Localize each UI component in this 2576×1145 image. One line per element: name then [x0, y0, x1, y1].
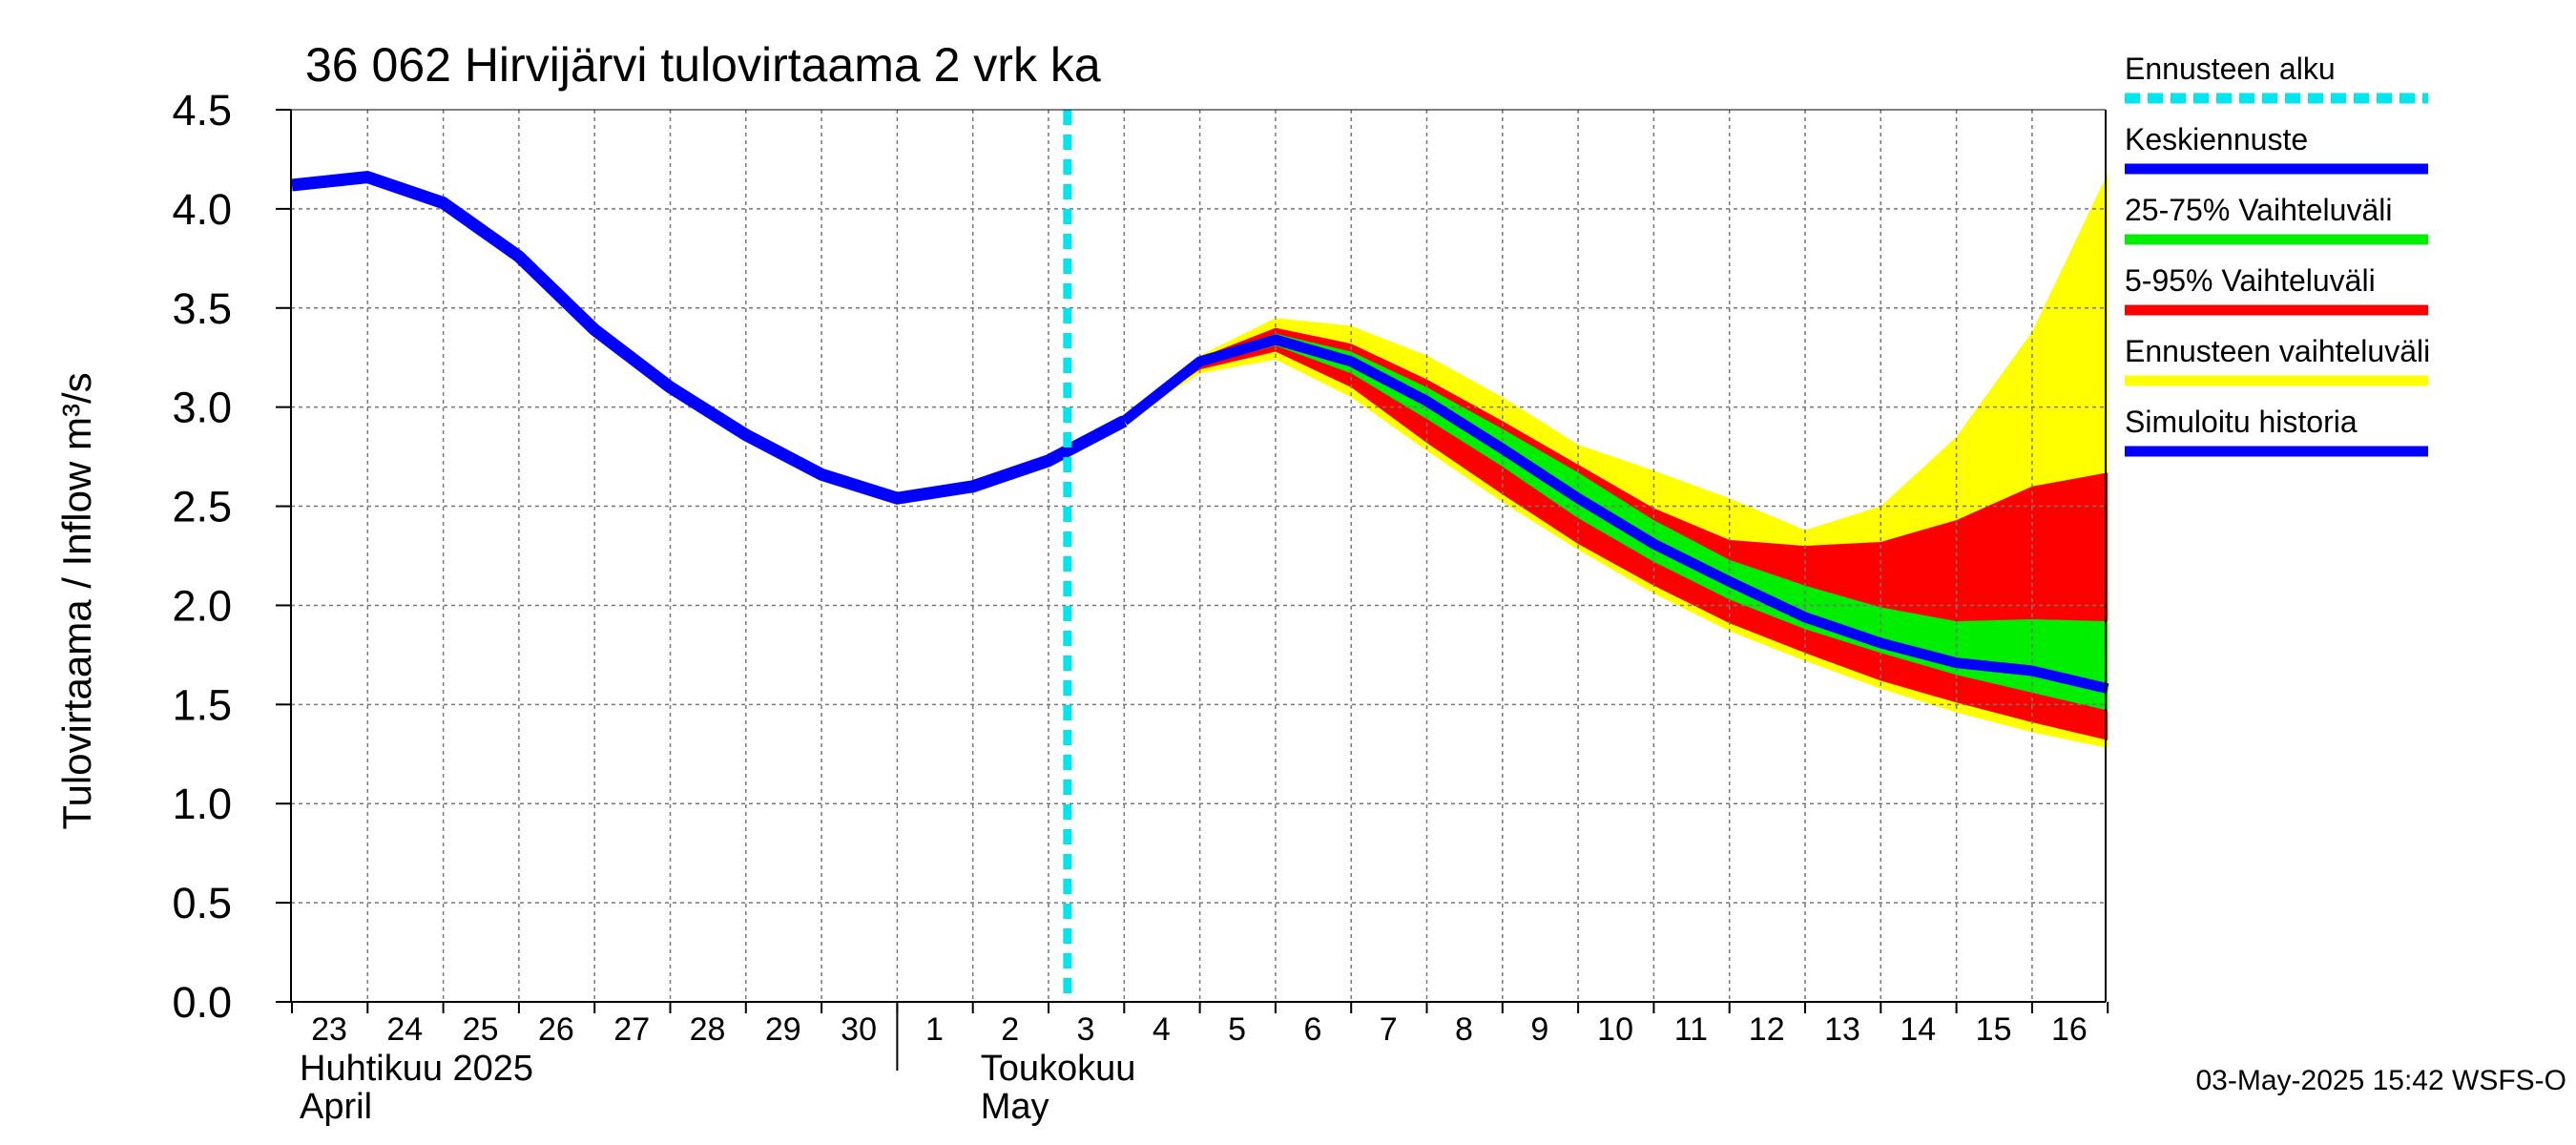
x-tick-label: 13	[1824, 1011, 1860, 1048]
y-tick-label: 0.5	[172, 879, 232, 927]
x-tick-label: 10	[1597, 1011, 1633, 1048]
x-tick-label: 26	[538, 1011, 574, 1048]
month-label-finnish: Toukokuu	[981, 1049, 1136, 1089]
x-tick-label: 25	[463, 1011, 499, 1048]
month-label-finnish: Huhtikuu 2025	[300, 1049, 533, 1089]
y-tick-label: 3.5	[172, 284, 232, 333]
x-tick-label: 1	[925, 1011, 944, 1048]
history-line	[291, 171, 1128, 505]
y-tick-label: 0.0	[172, 978, 232, 1027]
x-tick-label: 5	[1228, 1011, 1246, 1048]
y-axis-label: Tulovirtaama / Inflow m³/s	[54, 372, 99, 829]
chart-title: 36 062 Hirvijärvi tulovirtaama 2 vrk ka	[305, 38, 1101, 92]
x-tick-label: 28	[690, 1011, 726, 1048]
x-tick-label: 24	[386, 1011, 423, 1048]
x-tick-label: 9	[1530, 1011, 1548, 1048]
legend-label: Simuloitu historia	[2125, 405, 2358, 439]
x-tick-label: 23	[311, 1011, 347, 1048]
x-tick-label: 2	[1001, 1011, 1019, 1048]
x-tick-label: 4	[1153, 1011, 1171, 1048]
x-tick-label: 11	[1674, 1011, 1708, 1048]
footer-timestamp: 03-May-2025 15:42 WSFS-O	[2196, 1065, 2567, 1096]
x-tick-label: 15	[1976, 1011, 2012, 1048]
y-tick-label: 1.0	[172, 780, 232, 828]
legend-label: Ennusteen vaihteluväli	[2125, 334, 2430, 368]
axes: 0.00.51.01.52.02.53.03.54.04.523 24 25 26 27…	[172, 86, 2109, 1127]
median-forecast-line	[1120, 334, 2109, 695]
y-tick-label: 4.5	[172, 86, 232, 135]
legend: Ennusteen alku Keskiennuste 25-75% Vaihtel…	[2125, 52, 2430, 457]
x-tick-label: 16	[2051, 1011, 2088, 1048]
month-label-english: May	[981, 1087, 1049, 1127]
y-tick-label: 4.0	[172, 185, 232, 234]
x-tick-label: 7	[1380, 1011, 1398, 1048]
x-tick-label: 30	[841, 1011, 877, 1048]
x-tick-label: 12	[1749, 1011, 1785, 1048]
x-tick-label: 29	[765, 1011, 801, 1048]
x-tick-label: 8	[1455, 1011, 1473, 1048]
month-label-english: April	[300, 1087, 372, 1127]
y-tick-label: 3.0	[172, 384, 232, 432]
series-lines	[291, 110, 2109, 1002]
y-tick-label: 2.0	[172, 581, 232, 630]
legend-label: Ennusteen alku	[2125, 52, 2336, 86]
x-tick-label: 27	[613, 1011, 650, 1048]
y-tick-label: 2.5	[172, 483, 232, 531]
x-tick-label: 6	[1303, 1011, 1321, 1048]
legend-label: Keskiennuste	[2125, 122, 2308, 156]
legend-label: 25-75% Vaihteluväli	[2125, 193, 2392, 227]
grid-lines	[291, 110, 2106, 1002]
legend-label: 5-95% Vaihteluväli	[2125, 263, 2376, 298]
y-tick-label: 1.5	[172, 680, 232, 729]
x-tick-label: 14	[1900, 1011, 1936, 1048]
x-tick-label: 3	[1077, 1011, 1095, 1048]
